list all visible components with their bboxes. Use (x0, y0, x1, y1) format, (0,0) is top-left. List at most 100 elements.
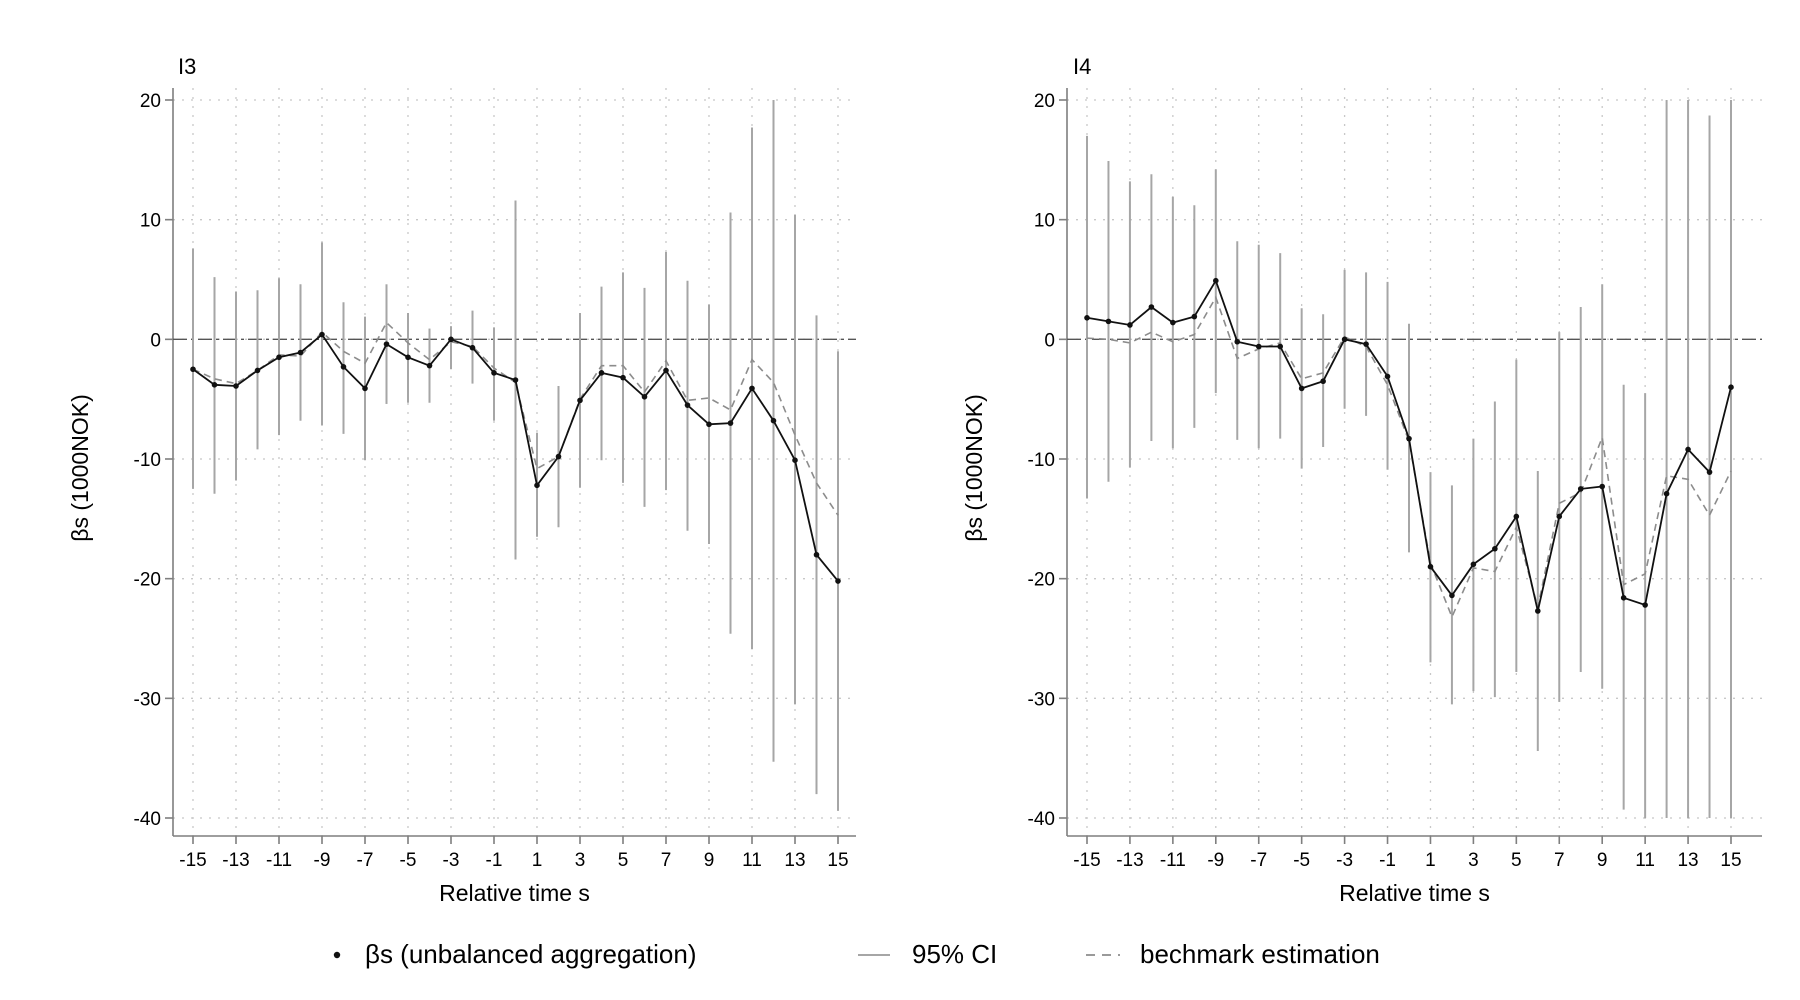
estimate-point (706, 421, 712, 428)
benchmark-line (1086, 295, 1732, 620)
estimate-point (1620, 595, 1627, 601)
x-tick-label: 15 (1720, 850, 1741, 871)
x-tick-label: 1 (532, 850, 543, 871)
estimate-point (1234, 338, 1241, 345)
y-tick-label: -10 (134, 450, 161, 471)
estimate-point (555, 453, 562, 460)
estimate-point (1728, 384, 1734, 391)
legend-label-ci: 95% CI (912, 939, 997, 969)
y-tick-label: 0 (150, 330, 161, 351)
estimate-point (792, 457, 798, 463)
estimate-point (598, 370, 605, 376)
estimate-point (491, 370, 497, 376)
estimate-point (749, 385, 755, 392)
estimate-point (1320, 378, 1326, 385)
estimate-point (1577, 486, 1584, 492)
panel-title: I4 (1073, 54, 1091, 79)
y-tick-label: -30 (1028, 689, 1055, 710)
x-tick-label: -15 (1073, 850, 1100, 871)
y-tick-label: 20 (1034, 91, 1055, 112)
estimate-point (1213, 277, 1219, 284)
estimate-point (190, 366, 196, 373)
estimate-point (426, 362, 433, 369)
y-tick-label: 10 (140, 211, 161, 232)
x-tick-label: 9 (704, 850, 715, 871)
estimate-point (319, 331, 325, 338)
x-tick-label: -1 (1379, 850, 1396, 871)
y-tick-label: 10 (1034, 211, 1055, 232)
x-tick-label: 5 (618, 850, 629, 871)
estimate-point (727, 420, 734, 426)
estimate-point (1663, 490, 1670, 497)
estimate-point (620, 374, 626, 381)
x-tick-label: -1 (486, 850, 503, 871)
estimate-point (684, 402, 691, 408)
y-tick-label: -20 (1028, 570, 1055, 591)
estimate-point (1706, 469, 1713, 475)
estimate-point (1341, 336, 1348, 343)
x-tick-label: 3 (1468, 850, 1479, 871)
x-tick-label: 11 (742, 850, 762, 871)
x-tick-label: -13 (1116, 850, 1143, 871)
estimate-point (276, 354, 282, 361)
estimate-point (1191, 313, 1198, 320)
x-tick-label: -7 (1250, 850, 1267, 871)
x-tick-label: -7 (357, 850, 374, 871)
x-tick-label: 7 (1554, 850, 1565, 871)
x-tick-label: -11 (1160, 850, 1186, 871)
x-tick-label: 7 (661, 850, 672, 871)
estimate-point (813, 551, 820, 558)
estimate-point (835, 578, 841, 584)
estimate-point (448, 336, 454, 343)
x-tick-label: 11 (1635, 850, 1655, 871)
legend-marker-estimate (333, 951, 341, 959)
estimate-point (254, 367, 261, 374)
x-tick-label: -5 (400, 850, 417, 871)
estimate-point (663, 367, 669, 374)
x-tick-label: 15 (827, 850, 848, 871)
x-tick-label: -15 (179, 850, 206, 871)
estimate-point (1513, 513, 1520, 520)
x-tick-label: -3 (1336, 850, 1353, 871)
estimate-point (1255, 343, 1262, 350)
x-tick-label: 9 (1597, 850, 1608, 871)
y-axis-title: βs (1000NOK) (67, 394, 93, 541)
x-tick-label: -3 (443, 850, 460, 871)
estimate-point (641, 393, 648, 400)
estimate-point (1556, 513, 1563, 520)
estimate-point (405, 354, 411, 361)
estimate-point (577, 397, 583, 404)
estimate-point (1427, 563, 1434, 570)
estimate-point (1535, 608, 1541, 614)
estimate-point (1406, 435, 1412, 442)
estimate-point (1642, 602, 1648, 608)
x-axis-title: Relative time s (1339, 880, 1490, 906)
estimate-point (1277, 343, 1283, 350)
estimate-point (233, 383, 239, 389)
x-tick-label: -11 (266, 850, 292, 871)
y-tick-label: 20 (140, 91, 161, 112)
y-tick-label: 0 (1044, 330, 1055, 351)
estimate-point (340, 364, 347, 370)
y-tick-label: -10 (1028, 450, 1055, 471)
y-tick-label: -40 (1028, 809, 1055, 830)
y-tick-label: -40 (134, 809, 161, 830)
estimate-point (469, 344, 476, 351)
estimate-point (1384, 373, 1391, 380)
panel-title: I3 (178, 54, 196, 79)
estimate-point (512, 377, 519, 383)
x-tick-label: -13 (222, 850, 249, 871)
estimate-point (534, 482, 540, 489)
estimate-point (1298, 385, 1305, 392)
estimate-point (770, 417, 777, 424)
estimate-point (211, 382, 218, 388)
estimate-point (1170, 319, 1176, 326)
x-tick-label: -5 (1293, 850, 1310, 871)
x-axis-title: Relative time s (439, 880, 590, 906)
estimate-point (1599, 483, 1605, 490)
estimate-point (1449, 592, 1455, 599)
estimate-point (1685, 446, 1691, 453)
